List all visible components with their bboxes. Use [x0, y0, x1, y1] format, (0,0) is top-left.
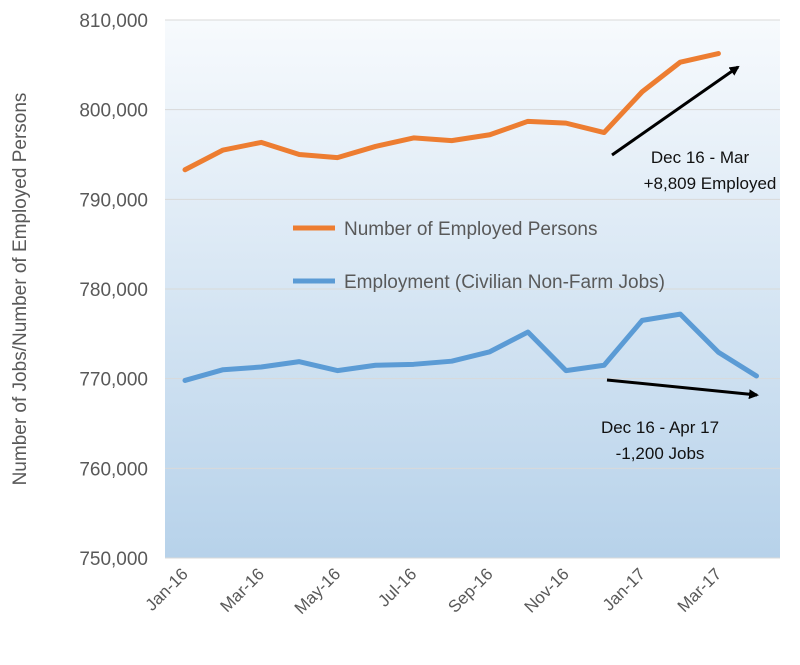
x-tick-label: May-16	[291, 564, 345, 618]
y-tick-label: 760,000	[79, 459, 148, 480]
y-tick-label: 800,000	[79, 101, 148, 122]
annotation-employed-line2: +8,809 Employed	[644, 174, 777, 193]
x-tick-label: Sep-16	[444, 564, 496, 616]
annotation-jobs-line1: Dec 16 - Apr 17	[601, 418, 719, 437]
y-axis-label: Number of Jobs/Number of Employed Person…	[10, 93, 31, 486]
legend-label-employed: Number of Employed Persons	[344, 219, 597, 240]
y-tick-label: 810,000	[79, 11, 148, 32]
x-tick-label: Jan-17	[599, 564, 649, 614]
annotation-employed-line1: Dec 16 - Mar	[651, 148, 750, 167]
x-tick-label: Mar-16	[217, 564, 269, 616]
x-tick-label: Jul-16	[374, 564, 420, 610]
y-tick-label: 750,000	[79, 549, 148, 570]
x-tick-label: Mar-17	[674, 564, 726, 616]
annotation-jobs-line2: -1,200 Jobs	[616, 444, 705, 463]
x-tick-label: Jan-16	[142, 564, 192, 614]
x-tick-label: Nov-16	[521, 564, 573, 616]
legend-label-jobs: Employment (Civilian Non-Farm Jobs)	[344, 272, 665, 293]
y-tick-label: 790,000	[79, 190, 148, 211]
y-tick-label: 780,000	[79, 280, 148, 301]
y-tick-label: 770,000	[79, 370, 148, 391]
